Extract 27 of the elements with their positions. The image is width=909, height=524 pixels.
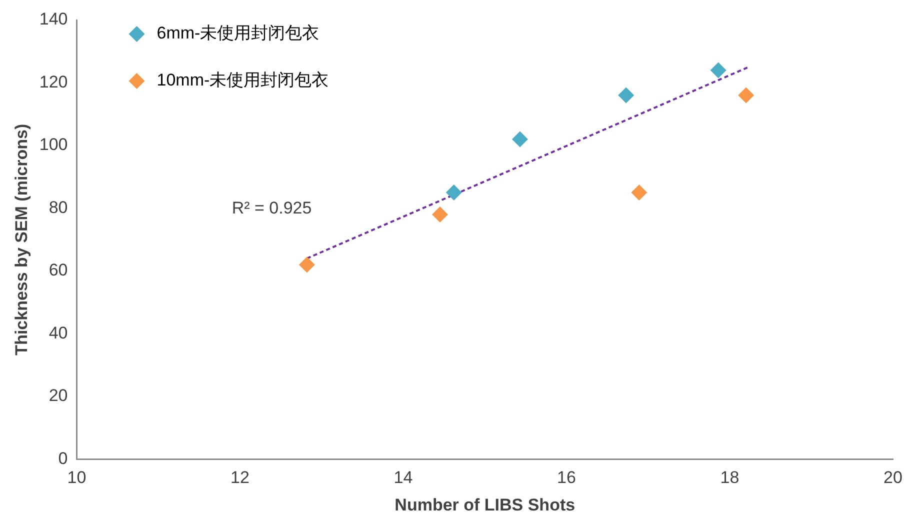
y-tick-label: 40 xyxy=(48,323,68,342)
x-tick-label: 16 xyxy=(557,468,576,488)
legend-label: 10mm-未使用封闭包衣 xyxy=(156,70,329,90)
point xyxy=(710,62,726,78)
y-tick-label: 0 xyxy=(58,448,68,468)
point xyxy=(446,184,462,201)
x-tick-label: 14 xyxy=(394,468,413,488)
point xyxy=(618,87,634,104)
point xyxy=(738,87,754,104)
x-tick-label: 20 xyxy=(884,468,902,488)
point xyxy=(432,206,448,223)
point xyxy=(512,131,528,148)
x-tick-label: 10 xyxy=(67,468,86,488)
annotation: R² = 0.925 xyxy=(232,198,312,218)
y-tick-label: 140 xyxy=(39,10,68,29)
y-tick-label: 100 xyxy=(39,135,68,154)
y-axis-title: Thickness by SEM (microns) xyxy=(12,124,31,356)
point xyxy=(631,184,648,201)
x-tick-label: 12 xyxy=(230,468,250,488)
y-tick-label: 20 xyxy=(48,386,68,406)
y-tick-label: 80 xyxy=(48,198,68,217)
y-tick-label: 120 xyxy=(39,72,68,92)
x-tick-label: 18 xyxy=(720,468,740,488)
legend-label: 6mm-未使用封闭包衣 xyxy=(156,24,320,43)
x-axis-title: Number of LIBS Shots xyxy=(394,495,576,514)
y-tick-label: 60 xyxy=(48,260,68,280)
point xyxy=(298,256,315,273)
